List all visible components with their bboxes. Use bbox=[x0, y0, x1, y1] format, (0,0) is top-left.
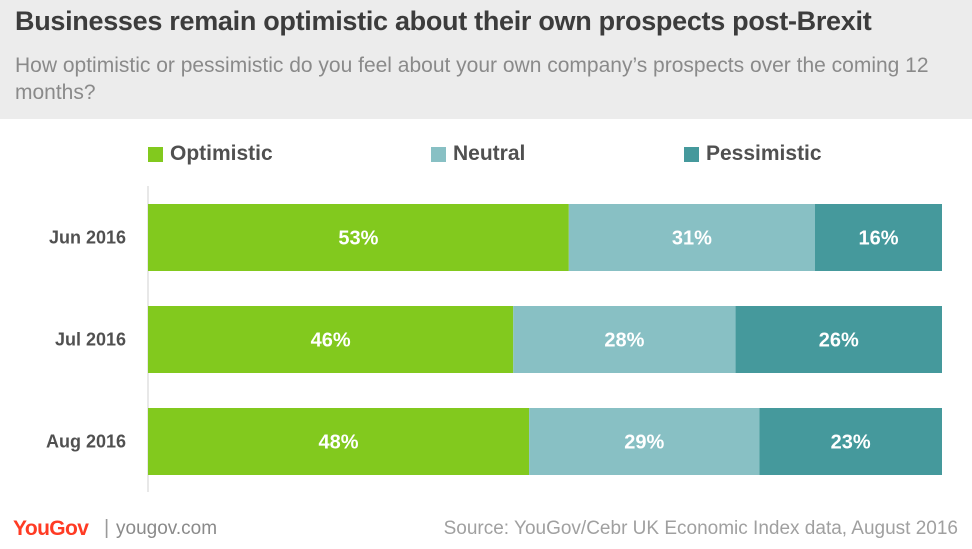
category-label: Jul 2016 bbox=[55, 330, 126, 350]
legend-swatch-optimistic bbox=[148, 146, 163, 162]
chart-title: Businesses remain optimistic about their… bbox=[15, 6, 872, 36]
bar-segment-neutral bbox=[529, 408, 760, 475]
bar-segment-neutral bbox=[568, 204, 815, 271]
legend-label-neutral: Neutral bbox=[453, 142, 526, 165]
chart-subtitle: How optimistic or pessimistic do you fee… bbox=[15, 54, 929, 104]
legend-label-optimistic: Optimistic bbox=[170, 142, 273, 165]
data-label: 53% bbox=[338, 228, 378, 250]
legend-item-pessimistic: Pessimistic bbox=[684, 141, 822, 167]
data-label: 16% bbox=[858, 228, 898, 250]
data-label: 31% bbox=[672, 228, 712, 250]
yougov-logo: YouGov bbox=[13, 517, 89, 540]
data-label: 26% bbox=[819, 330, 859, 352]
bar-segment-optimistic bbox=[148, 306, 514, 373]
data-label: 29% bbox=[624, 432, 664, 454]
data-label: 46% bbox=[311, 330, 351, 352]
footer-url[interactable]: yougov.com bbox=[116, 518, 218, 539]
header-band: Businesses remain optimistic about their… bbox=[0, 0, 972, 119]
legend-swatch-neutral bbox=[431, 146, 446, 162]
bar-segment-pessimistic bbox=[814, 204, 942, 271]
category-label: Jun 2016 bbox=[49, 228, 126, 248]
legend-swatch-pessimistic bbox=[684, 146, 699, 162]
data-label: 23% bbox=[831, 432, 871, 454]
legend-item-optimistic: Optimistic bbox=[148, 141, 273, 167]
source-note: Source: YouGov/Cebr UK Economic Index da… bbox=[443, 518, 958, 539]
bar-segment-optimistic bbox=[148, 204, 569, 271]
bar-segment-optimistic bbox=[148, 408, 530, 475]
data-label: 28% bbox=[604, 330, 644, 352]
bar-segment-neutral bbox=[513, 306, 736, 373]
data-label: 48% bbox=[319, 432, 359, 454]
category-label: Aug 2016 bbox=[46, 432, 126, 452]
footer-separator: | bbox=[104, 517, 110, 539]
legend-item-neutral: Neutral bbox=[431, 141, 525, 167]
bar-segment-pessimistic bbox=[735, 306, 942, 373]
legend-label-pessimistic: Pessimistic bbox=[706, 142, 822, 165]
bar-segment-pessimistic bbox=[759, 408, 942, 475]
